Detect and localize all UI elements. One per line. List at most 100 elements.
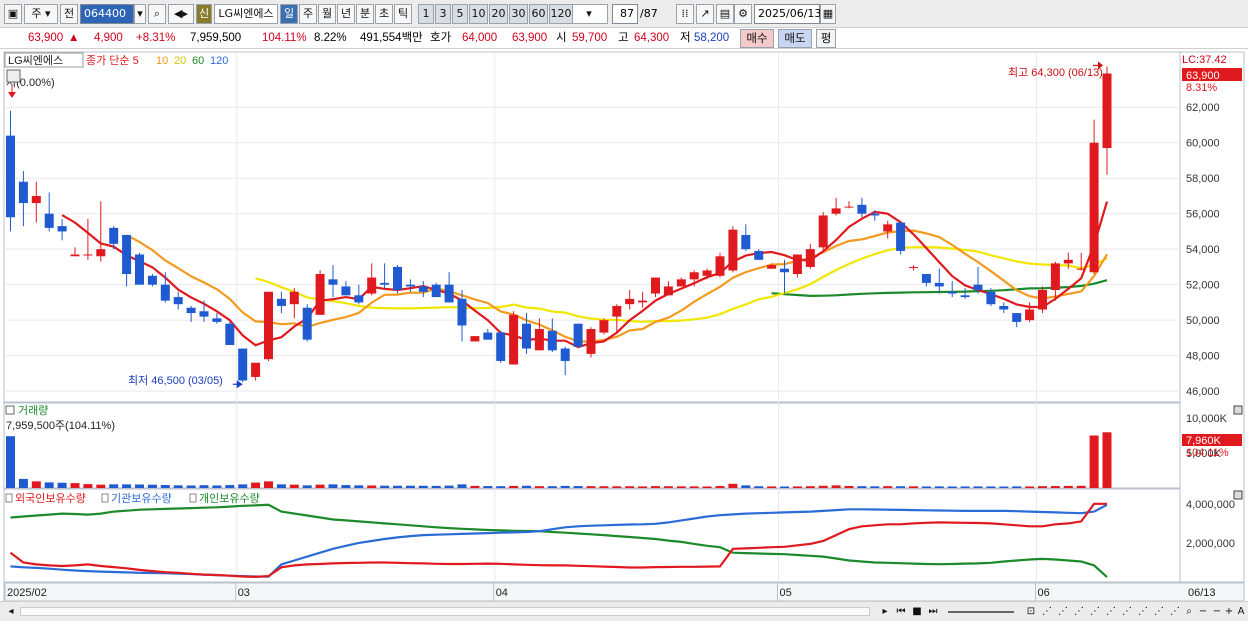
price-panel-name-tag[interactable] (4, 52, 84, 68)
volume-bar[interactable] (715, 486, 725, 488)
volume-bar[interactable] (496, 486, 506, 488)
candle[interactable] (122, 234, 132, 275)
evaluate-button[interactable]: 평 (816, 29, 836, 48)
candle[interactable] (560, 348, 570, 361)
candle[interactable] (109, 227, 119, 244)
stop-icon[interactable]: ■ (912, 606, 922, 617)
rewind-icon[interactable]: ⏮ (896, 606, 906, 617)
volume-bar[interactable] (767, 486, 777, 488)
volume-bar[interactable] (870, 486, 880, 488)
candle[interactable] (676, 279, 686, 287)
candle[interactable] (586, 329, 596, 354)
candle[interactable] (496, 332, 506, 361)
period-tab[interactable]: 틱 (394, 4, 412, 24)
grid-icon[interactable]: ⁞⁞ (676, 4, 694, 24)
minute-option[interactable]: 5 (452, 4, 468, 24)
candle[interactable] (960, 295, 970, 298)
candle[interactable] (367, 277, 377, 294)
candle[interactable] (315, 274, 325, 315)
candle[interactable] (651, 277, 660, 294)
volume-bar[interactable] (509, 485, 519, 488)
volume-bar[interactable] (909, 486, 918, 488)
candle[interactable] (1102, 73, 1112, 149)
volume-bar[interactable] (1050, 486, 1060, 488)
ma-legend-item[interactable]: 종가 단순 5 (86, 54, 139, 67)
candle[interactable] (818, 215, 828, 248)
volume-bar[interactable] (986, 486, 996, 488)
candle[interactable] (470, 336, 480, 342)
candle[interactable] (341, 286, 351, 296)
candle[interactable] (625, 298, 635, 305)
candle[interactable] (212, 318, 222, 322)
minute-option[interactable]: 30 (509, 4, 528, 24)
volume-bar[interactable] (754, 486, 764, 488)
candle[interactable] (1012, 313, 1022, 322)
candle[interactable] (264, 291, 273, 360)
volume-bar[interactable] (122, 484, 132, 488)
candle[interactable] (302, 307, 312, 340)
volume-bar[interactable] (199, 485, 209, 488)
volume-bar[interactable] (1076, 485, 1086, 488)
volume-bar[interactable] (109, 484, 119, 488)
candle[interactable] (973, 284, 983, 290)
candle[interactable] (276, 298, 286, 306)
candle[interactable] (405, 284, 415, 287)
volume-bar[interactable] (160, 484, 170, 488)
minute-option[interactable]: 20 (489, 4, 508, 24)
volume-bar[interactable] (947, 486, 957, 488)
candle[interactable] (393, 266, 402, 290)
volume-bar[interactable] (276, 484, 286, 488)
buy-button[interactable]: 매수 (740, 29, 774, 48)
candle[interactable] (934, 282, 944, 287)
horizontal-scrollbar[interactable] (20, 607, 870, 616)
candle[interactable] (44, 213, 54, 228)
candle[interactable] (238, 348, 248, 381)
minute-option[interactable]: 1 (418, 4, 434, 24)
candle[interactable] (160, 284, 170, 301)
shin-badge[interactable]: 신 (196, 4, 212, 24)
volume-bar[interactable] (534, 486, 544, 488)
volume-bar[interactable] (663, 486, 673, 488)
count-input[interactable]: 87 (612, 4, 638, 24)
period-tab[interactable]: 일 (280, 4, 298, 24)
candle[interactable] (986, 291, 996, 305)
candle[interactable] (780, 268, 789, 273)
volume-bar[interactable] (457, 484, 467, 488)
chart-svg[interactable]: 62,000 60,000 58,000 56,000 54,000 52,000 50,0… (0, 50, 1248, 603)
volume-bar[interactable] (1025, 486, 1035, 488)
volume-bar[interactable] (612, 486, 622, 488)
candle[interactable] (6, 135, 15, 218)
candle[interactable] (663, 286, 673, 296)
tool-icon-5[interactable]: ⋰ (1090, 606, 1100, 617)
holding-legend-item[interactable]: 외국인보유수량 (15, 492, 86, 505)
holding-legend-item[interactable]: 기관보유수량 (111, 492, 172, 505)
volume-bar[interactable] (560, 485, 570, 488)
volume-bar[interactable] (1102, 432, 1112, 488)
volume-bar[interactable] (689, 486, 699, 488)
search-icon[interactable]: ⌕ (148, 4, 166, 24)
candle[interactable] (599, 320, 609, 333)
candle[interactable] (147, 275, 157, 285)
candle[interactable] (857, 204, 867, 214)
candle[interactable] (741, 234, 751, 250)
candle[interactable] (418, 286, 428, 292)
volume-bar[interactable] (676, 486, 686, 488)
candle[interactable] (767, 265, 777, 269)
volume-bar[interactable] (522, 485, 531, 488)
volume-bar[interactable] (857, 486, 867, 488)
date-input[interactable]: 2025/06/13 (754, 4, 821, 24)
tool-icon-1[interactable]: ⊡ (1026, 606, 1036, 617)
volume-bar[interactable] (638, 486, 648, 488)
save-icon[interactable]: ▤ (716, 4, 734, 24)
volume-bar[interactable] (405, 485, 415, 488)
volume-bar[interactable] (367, 485, 377, 488)
volume-bar[interactable] (96, 484, 106, 488)
candle[interactable] (57, 226, 67, 232)
volume-bar[interactable] (599, 486, 609, 488)
volume-bar[interactable] (186, 485, 196, 488)
tool-icon-9[interactable]: ⋰ (1154, 606, 1164, 617)
volume-bar[interactable] (238, 484, 248, 488)
volume-bar[interactable] (70, 483, 80, 488)
candle[interactable] (457, 298, 467, 326)
volume-panel-icon[interactable] (5, 405, 15, 415)
